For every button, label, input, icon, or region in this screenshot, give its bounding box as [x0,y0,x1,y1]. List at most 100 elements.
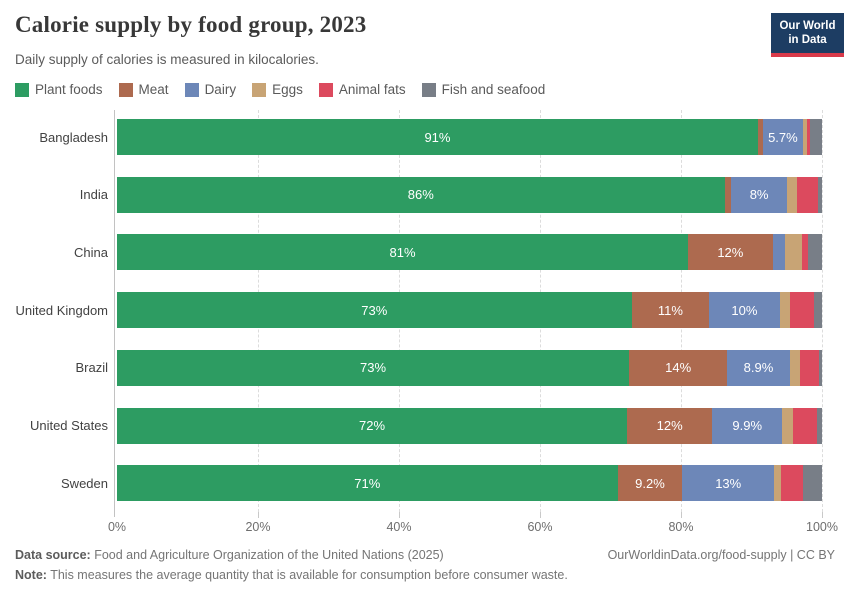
segment-value-label: 73% [360,360,387,376]
bar-segment-bangladesh-eggs[interactable] [802,119,808,155]
bar-segment-brazil-plant-foods[interactable]: 73% [117,349,630,386]
owid-logo[interactable]: Our World in Data [771,13,844,57]
bar-row-united-kingdom: 73% 11% 10% [117,292,822,329]
chart-subtitle: Daily supply of calories is measured in … [15,52,319,67]
legend-item-fish-and-seafood[interactable]: Fish and seafood [421,82,546,97]
tick-mark-40 [399,512,400,518]
bar-segment-brazil-dairy[interactable]: 8.9% [727,349,790,386]
segment-value-label: 11% [657,302,683,318]
bar-segment-india-animal-fats[interactable] [797,176,819,213]
legend-item-meat[interactable]: Meat [118,82,169,97]
legend-item-eggs[interactable]: Eggs [252,82,303,97]
legend-item-plant-foods[interactable]: Plant foods [15,82,103,97]
segment-value-label: 14% [665,360,692,376]
bar-segment-united-kingdom-plant-foods[interactable]: 73% [117,292,632,329]
bar-segment-sweden-dairy[interactable]: 13% [682,465,775,502]
gridline-100 [822,110,823,512]
country-label-brazil[interactable]: Brazil [75,360,108,376]
country-label-united-states[interactable]: United States [29,418,108,433]
bar-segment-sweden-meat[interactable]: 9.2% [617,465,683,502]
owid-logo-accent-bar [771,52,844,57]
bar-segment-china-animal-fats[interactable] [801,234,808,271]
segment-value-label: 9.2% [635,475,665,491]
bar-segment-china-eggs[interactable] [784,234,802,271]
segment-value-label: 13% [715,475,742,491]
country-label-sweden[interactable]: Sweden [61,475,108,491]
legend-item-dairy[interactable]: Dairy [184,82,236,97]
bar-segment-china-dairy[interactable] [772,234,785,271]
bar-row-brazil: 73% 14% 8.9% [117,349,822,386]
segment-value-label: 71% [354,475,381,491]
bar-segment-china-meat[interactable]: 12% [688,234,773,271]
data-source-label: Data source: [15,548,91,562]
y-axis-line [114,110,115,517]
bar-segment-china-plant-foods[interactable]: 81% [117,234,689,271]
bar-segment-bangladesh-fish-and-seafood[interactable] [810,119,822,155]
bar-segment-united-states-fish-and-seafood[interactable] [817,407,822,444]
x-tick-label-100: 100% [806,520,838,534]
segment-value-label: 12% [656,418,683,433]
bar-segment-sweden-plant-foods[interactable]: 71% [117,465,618,502]
bar-row-sweden: 71% 9.2% 13% [117,465,822,502]
bar-row-bangladesh: 91% 5.7% [117,119,822,155]
bar-segment-brazil-eggs[interactable] [789,349,800,386]
bar-segment-sweden-animal-fats[interactable] [781,465,803,502]
bar-segment-india-plant-foods[interactable]: 86% [117,176,725,213]
segment-value-label: 8% [749,187,769,203]
owid-url-link[interactable]: OurWorldinData.org/food-supply | CC BY [607,548,835,562]
country-label-india[interactable]: India [79,187,108,203]
bar-segment-brazil-fish-and-seafood[interactable] [819,349,822,386]
bar-segment-united-kingdom-animal-fats[interactable] [789,292,814,329]
owid-logo-line2: in Data [788,34,827,47]
legend-label-fish-and-seafood: Fish and seafood [441,82,546,97]
legend-label-eggs: Eggs [272,82,303,97]
footer-note: Note: This measures the average quantity… [15,568,835,582]
bar-segment-india-eggs[interactable] [787,176,798,213]
bar-segment-india-fish-and-seafood[interactable] [818,176,822,213]
segment-value-label: 91% [424,129,451,145]
tick-mark-80 [681,512,682,518]
bar-segment-india-meat[interactable] [724,176,731,213]
bar-segment-united-kingdom-dairy[interactable]: 10% [709,292,780,329]
page-title: Calorie supply by food group, 2023 [15,12,367,37]
legend-label-animal-fats: Animal fats [338,82,406,97]
legend-swatch-eggs [252,82,267,97]
segment-value-label: 12% [717,244,744,260]
tick-mark-100 [822,512,823,518]
bar-segment-united-states-eggs[interactable] [782,407,793,444]
legend-label-meat: Meat [138,82,169,97]
legend-swatch-animal-fats [318,82,333,97]
x-tick-label-80: 80% [668,520,694,534]
data-source-text: Food and Agriculture Organization of the… [90,548,444,562]
bar-segment-sweden-fish-and-seafood[interactable] [802,465,822,502]
bar-segment-united-states-dairy[interactable]: 9.9% [712,407,783,444]
legend-swatch-dairy [184,82,199,97]
legend-swatch-plant-foods [15,82,29,97]
country-label-china[interactable]: China [74,244,108,260]
bar-segment-united-states-plant-foods[interactable]: 72% [117,407,628,444]
segment-value-label: 73% [361,302,388,318]
bar-segment-brazil-meat[interactable]: 14% [629,349,728,386]
bar-segment-sweden-eggs[interactable] [774,465,782,502]
bar-segment-united-kingdom-eggs[interactable] [779,292,790,329]
bar-segment-united-kingdom-fish-and-seafood[interactable] [813,292,822,329]
footer-note-label: Note: [15,568,47,582]
bar-segment-china-fish-and-seafood[interactable] [807,234,822,271]
bar-segment-united-states-meat[interactable]: 12% [627,407,713,444]
bar-segment-united-states-animal-fats[interactable] [792,407,817,444]
bar-row-united-states: 72% 12% 9.9% [117,407,822,444]
bar-segment-bangladesh-meat[interactable] [757,119,763,155]
bar-segment-bangladesh-animal-fats[interactable] [807,119,810,155]
segment-value-label: 5.7% [768,129,798,145]
bar-segment-bangladesh-dairy[interactable]: 5.7% [762,119,803,155]
bar-segment-united-kingdom-meat[interactable]: 11% [631,292,710,329]
country-label-united-kingdom[interactable]: United Kingdom [15,302,109,318]
segment-value-label: 81% [389,244,416,260]
footer: Data source: Food and Agriculture Organi… [15,548,835,582]
bar-segment-india-dairy[interactable]: 8% [730,176,788,213]
bar-segment-brazil-animal-fats[interactable] [799,349,820,386]
legend-item-animal-fats[interactable]: Animal fats [318,82,406,97]
bar-segment-bangladesh-plant-foods[interactable]: 91% [117,119,758,155]
country-label-bangladesh[interactable]: Bangladesh [39,129,108,145]
legend-swatch-fish-and-seafood [421,82,436,97]
